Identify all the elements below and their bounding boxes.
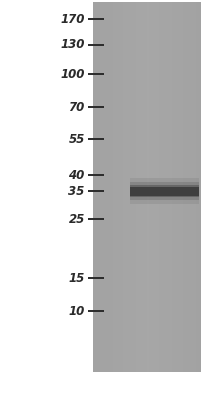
Bar xyxy=(93,2,95,372)
Bar xyxy=(111,2,113,372)
Bar xyxy=(120,2,122,372)
Bar xyxy=(188,2,190,372)
Bar xyxy=(160,2,161,372)
Bar xyxy=(177,2,179,372)
Bar xyxy=(104,2,105,372)
Bar xyxy=(154,2,156,372)
Bar xyxy=(127,2,129,372)
Bar xyxy=(179,2,181,372)
Bar xyxy=(149,2,151,372)
Bar xyxy=(113,2,114,372)
Bar xyxy=(125,2,127,372)
Bar xyxy=(185,2,186,372)
Bar xyxy=(199,2,201,372)
Bar xyxy=(145,2,147,372)
Bar xyxy=(130,187,199,196)
Text: 170: 170 xyxy=(60,13,85,26)
Bar xyxy=(132,2,134,372)
Bar xyxy=(116,2,118,372)
Bar xyxy=(176,2,177,372)
Bar xyxy=(130,182,199,200)
Bar xyxy=(158,2,160,372)
Bar xyxy=(165,2,167,372)
Text: 40: 40 xyxy=(68,169,85,182)
Bar xyxy=(172,2,174,372)
Bar xyxy=(196,2,197,372)
Bar xyxy=(181,2,183,372)
Bar xyxy=(167,2,169,372)
Bar xyxy=(98,2,100,372)
Bar xyxy=(151,2,152,372)
Bar xyxy=(197,2,199,372)
Bar xyxy=(109,2,111,372)
Bar xyxy=(134,2,136,372)
Bar xyxy=(130,185,199,197)
Bar xyxy=(95,2,96,372)
Bar xyxy=(100,2,102,372)
Bar xyxy=(140,2,142,372)
Bar xyxy=(141,2,143,372)
Bar xyxy=(136,2,138,372)
Bar xyxy=(161,2,163,372)
Bar xyxy=(118,2,120,372)
Bar xyxy=(130,178,199,204)
Bar xyxy=(122,2,123,372)
Bar xyxy=(138,2,140,372)
Text: 55: 55 xyxy=(68,133,85,146)
Bar xyxy=(169,2,170,372)
Bar xyxy=(186,2,188,372)
Bar xyxy=(143,2,145,372)
Bar xyxy=(114,2,116,372)
Bar xyxy=(183,2,185,372)
Bar xyxy=(152,2,154,372)
Bar xyxy=(102,2,104,372)
Text: 15: 15 xyxy=(68,272,85,284)
Bar xyxy=(190,2,192,372)
Text: 130: 130 xyxy=(60,38,85,51)
Bar xyxy=(174,2,176,372)
Bar xyxy=(107,2,109,372)
Text: 35: 35 xyxy=(68,185,85,198)
Bar xyxy=(129,2,131,372)
Text: 70: 70 xyxy=(68,101,85,114)
Bar xyxy=(96,2,98,372)
Text: 10: 10 xyxy=(68,305,85,318)
Bar xyxy=(93,2,201,372)
Bar xyxy=(194,2,195,372)
Text: 25: 25 xyxy=(68,213,85,226)
Bar xyxy=(192,2,194,372)
Bar xyxy=(131,2,132,372)
Bar xyxy=(123,2,125,372)
Bar xyxy=(170,2,172,372)
Bar xyxy=(163,2,165,372)
Bar xyxy=(156,2,158,372)
Text: 100: 100 xyxy=(60,68,85,80)
Bar xyxy=(105,2,107,372)
Bar xyxy=(147,2,149,372)
